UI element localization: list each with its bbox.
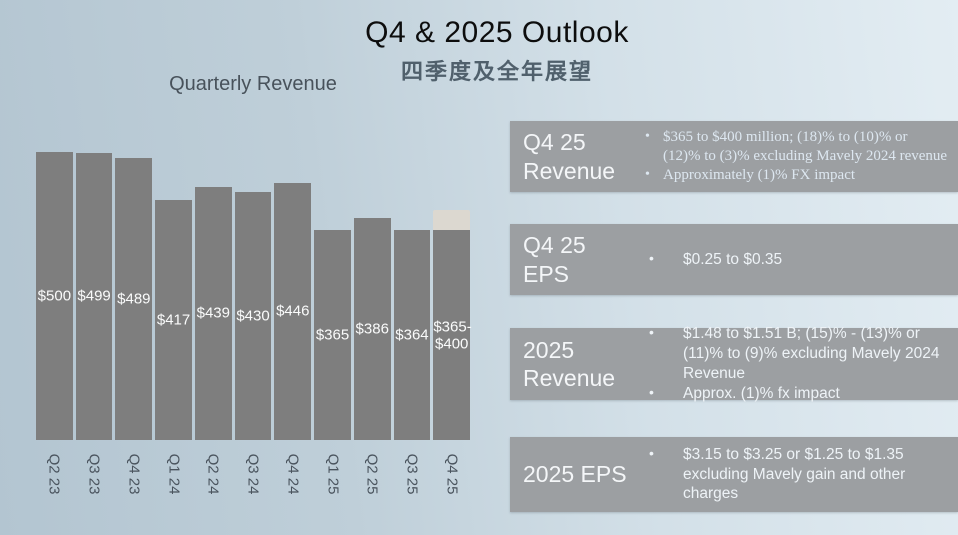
bar-group: $430: [234, 150, 272, 440]
bar: [194, 187, 232, 440]
bar-value-label: $446: [276, 302, 310, 320]
outlook-box-label-line: Revenue: [523, 365, 616, 391]
bar-group: $500: [36, 150, 73, 440]
bar-chart-plot: $500 $499 $489 $417 $439 $430 $446 $365 $386 $364…: [36, 150, 472, 440]
slide-header: Q4 & 2025 Outlook 四季度及全年展望: [36, 16, 958, 86]
slide-title: Q4 & 2025 Outlook: [365, 16, 629, 49]
bar-value-label: $499: [77, 287, 111, 305]
x-axis-slot: Q4 25: [433, 446, 470, 510]
bar-group: $386: [353, 150, 391, 440]
outlook-box-label: Q4 25 Revenue: [510, 128, 643, 184]
bullet-item: $3.15 to $3.25 or $1.25 to $1.35 excludi…: [643, 445, 948, 504]
x-axis-label: Q3 23: [85, 453, 103, 495]
outlook-box-label-line: Revenue: [523, 157, 616, 184]
x-axis: Q2 23 Q3 23 Q4 23 Q1 24 Q2 24 Q3 24 Q4 24 Q1 25…: [36, 446, 470, 510]
x-axis-slot: Q2 23: [36, 446, 73, 510]
x-axis-label: Q4 23: [125, 453, 143, 495]
x-axis-slot: Q3 25: [394, 446, 431, 510]
bar: [115, 158, 153, 440]
x-axis-slot: Q3 23: [76, 446, 113, 510]
x-axis-label: Q1 25: [324, 453, 341, 495]
bar-group: $365- $400: [433, 150, 472, 440]
bar-group: $446: [274, 150, 312, 440]
bullet-item: $0.25 to $0.35: [643, 250, 948, 270]
bar-value-label: $365- $400: [433, 317, 472, 352]
bar-group: $489: [115, 150, 153, 440]
outlook-box-label-line: 2025 EPS: [523, 461, 627, 488]
bar-group: $364: [393, 150, 431, 440]
outlook-bullet-list: $1.48 to $1.51 B; (15)% - (13)% or (11)%…: [643, 323, 958, 404]
outlook-box-label: 2025 EPS: [510, 460, 643, 488]
x-axis-label: Q4 24: [284, 453, 302, 495]
slide-subtitle: 四季度及全年展望: [400, 59, 593, 84]
bar: [353, 218, 391, 440]
bar-range-segment: [433, 210, 471, 230]
x-axis-slot: Q2 24: [195, 446, 232, 510]
outlook-box-label-line: 2025: [523, 336, 575, 363]
bullet-item: Approx. (1)% fx impact: [643, 384, 948, 404]
bar-value-label: $489: [117, 290, 151, 308]
x-axis-label: Q2 23: [45, 453, 63, 495]
bar: [155, 200, 192, 440]
bar-group: $439: [194, 150, 232, 440]
bullet-item: $1.48 to $1.51 B; (15)% - (13)% or (11)%…: [643, 324, 948, 383]
outlook-box-label-line: Q4 25: [523, 129, 586, 156]
bar: [393, 230, 431, 440]
chart-title: Quarterly Revenue: [169, 73, 337, 95]
bar: [274, 183, 312, 440]
x-axis-label: Q3 24: [244, 453, 262, 495]
bar-value-label: $417: [156, 311, 191, 329]
bar: [314, 230, 351, 440]
bar-group: $417: [155, 150, 192, 440]
x-axis-label: Q3 25: [403, 453, 421, 495]
x-axis-label: Q4 25: [443, 453, 461, 495]
outlook-box: 2025 EPS $3.15 to $3.25 or $1.25 to $1.35…: [510, 437, 958, 512]
bar-value-label: $386: [355, 320, 389, 338]
x-axis-slot: Q3 24: [235, 446, 272, 510]
bar-value-label: $365: [315, 326, 350, 344]
bar-value-label: $430: [236, 307, 270, 325]
outlook-box-label: 2025 Revenue: [510, 336, 643, 392]
bar: [234, 192, 272, 440]
x-axis-slot: Q1 24: [155, 446, 192, 510]
bullet-item: Approximately (1)% FX impact: [643, 166, 948, 185]
x-axis-label: Q1 24: [165, 453, 183, 495]
bullet-item: $365 to $400 million; (18)% to (10)% or …: [643, 128, 948, 166]
bar-group: $365: [314, 150, 351, 440]
x-axis-slot: Q4 24: [274, 446, 311, 510]
x-axis-slot: Q1 25: [314, 446, 351, 510]
x-axis-label: Q2 24: [204, 453, 222, 495]
outlook-box-label-line: Q4 25: [523, 232, 586, 259]
outlook-bullet-list: $365 to $400 million; (18)% to (10)% or …: [643, 127, 958, 187]
bar-value-label: $439: [196, 304, 230, 322]
bar-value-label: $364: [395, 326, 429, 344]
bar-value-label: $500: [37, 287, 72, 305]
bar-group: $499: [75, 150, 113, 440]
bar: [36, 152, 73, 440]
outlook-box-label-line: EPS: [523, 260, 570, 287]
bar: [75, 153, 113, 440]
outlook-bullet-list: $3.15 to $3.25 or $1.25 to $1.35 excludi…: [643, 444, 958, 505]
x-axis-slot: Q2 25: [354, 446, 391, 510]
outlook-box-label: Q4 25 EPS: [510, 231, 643, 287]
bar: [433, 230, 471, 440]
x-axis-label: Q2 25: [363, 453, 381, 495]
x-axis-slot: Q4 23: [115, 446, 152, 510]
outlook-bullet-list: $0.25 to $0.35: [643, 249, 958, 271]
